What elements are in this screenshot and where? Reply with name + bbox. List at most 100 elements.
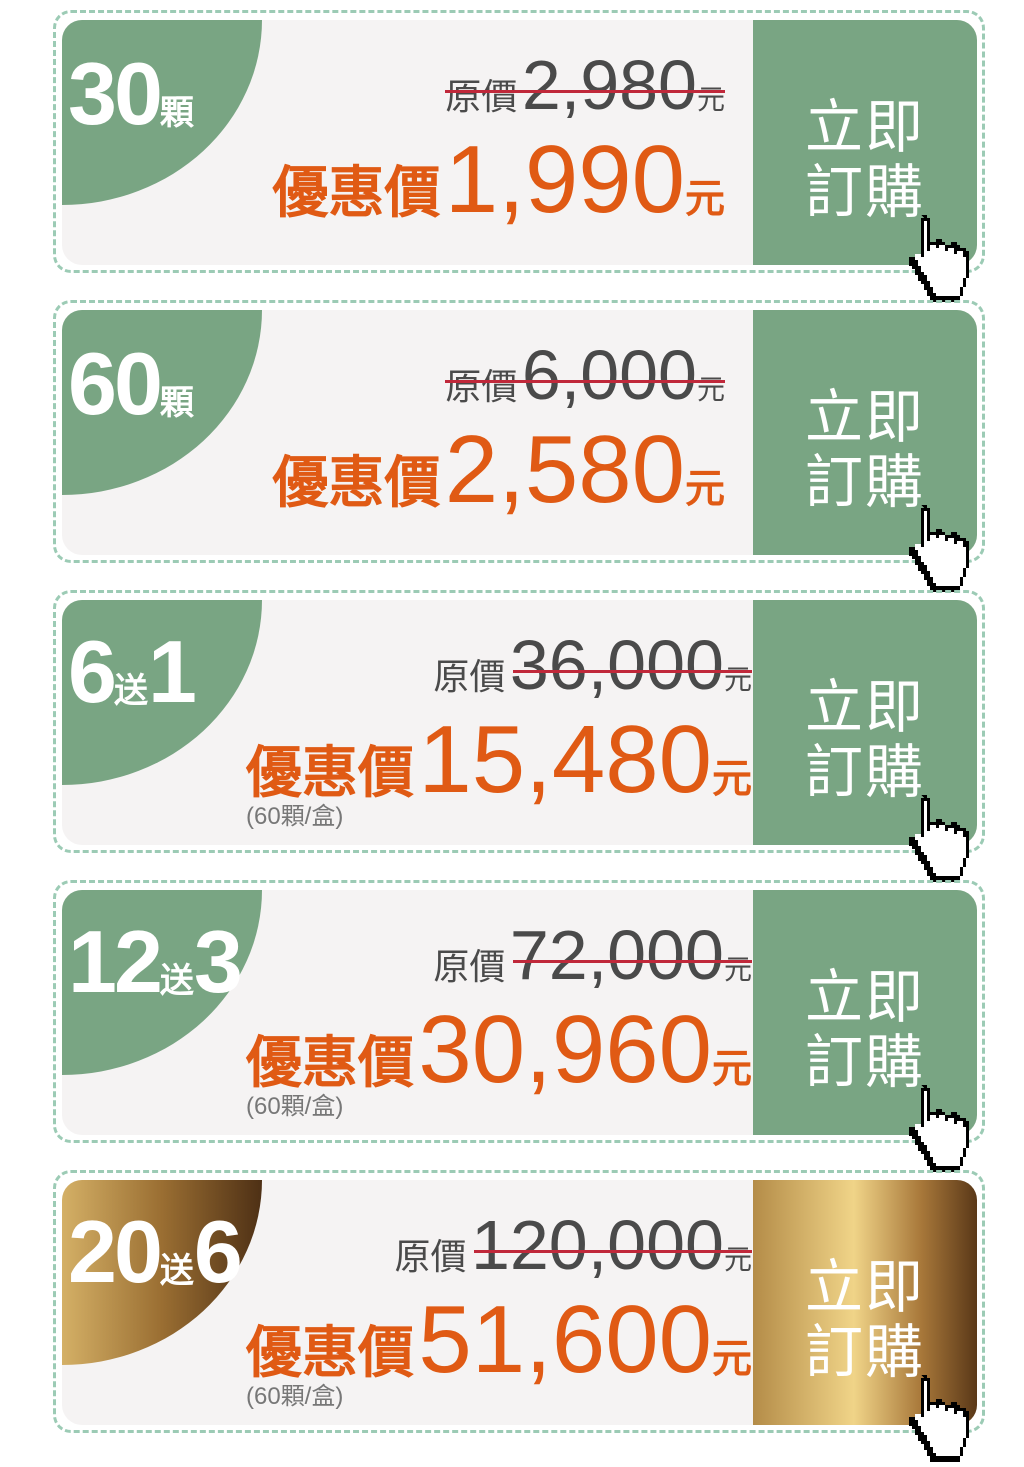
sale-price-label: 優惠價 [245,1031,414,1094]
original-price-value: 36,000 [509,626,724,704]
sale-price-label: 優惠價 [245,1321,414,1384]
button-line-2: 訂購 [804,1320,925,1385]
card-body: 20送6 原價 120,000元 優惠價 51,600元 (60顆/盒) 立即 … [62,1180,977,1425]
sale-price-value: 15,480 [418,706,712,813]
sale-price-unit: 元 [712,757,752,801]
sale-price: 優惠價 30,960元 [246,1002,752,1099]
card-body: 30顆 原價 2,980元 優惠價 1,990元 立即 訂購 [62,20,977,265]
hand-pointer-icon [903,1082,987,1175]
quantity: 20 [68,1202,163,1301]
quantity: 60 [68,334,163,433]
button-line-1: 立即 [804,385,925,450]
dashed-border [53,590,985,853]
bonus-quantity: 3 [193,912,243,1011]
button-line-1: 立即 [804,675,925,740]
offer-card: 20送6 原價 120,000元 優惠價 51,600元 (60顆/盒) 立即 … [0,1160,1024,1465]
quantity-unit: 顆 [159,94,194,132]
button-line-1: 立即 [804,1255,925,1320]
sale-price-value: 2,580 [444,416,685,523]
quantity-unit: 送 [113,672,148,710]
order-now-button[interactable]: 立即 訂購 [753,20,977,265]
dashed-border [53,10,985,273]
sale-price: 優惠價 15,480元 [246,712,752,809]
original-price-unit: 元 [723,664,752,695]
order-now-button[interactable]: 立即 訂購 [753,1180,977,1425]
offer-card: 60顆 原價 6,000元 優惠價 2,580元 立即 訂購 [0,290,1024,595]
original-price-unit: 元 [696,374,725,405]
order-now-button[interactable]: 立即 訂購 [753,310,977,555]
strikethrough-line [474,1250,752,1253]
sale-price-label: 優惠價 [245,741,414,804]
strikethrough-line [445,90,725,93]
button-line-2: 訂購 [804,740,925,805]
sale-price-value: 51,600 [418,1286,712,1393]
sale-price-unit: 元 [712,1337,752,1381]
sale-price-value: 30,960 [418,996,712,1103]
original-price-unit: 元 [723,1244,752,1275]
sale-price-value: 1,990 [444,126,685,233]
strikethrough-line [513,960,752,963]
quantity-unit: 顆 [159,384,194,422]
original-price: 原價 72,000元 [433,920,752,990]
box-note: (60顆/盒) [246,1093,344,1120]
quantity: 12 [68,912,163,1011]
original-price-label: 原價 [433,946,506,987]
quantity-badge: 60顆 [62,310,262,495]
dashed-border [53,880,985,1143]
hand-pointer-icon [903,792,987,885]
original-price-unit: 元 [723,954,752,985]
sale-price: 優惠價 51,600元 [246,1292,752,1389]
bonus-quantity: 6 [193,1202,243,1301]
quantity-badge: 30顆 [62,20,262,205]
hand-pointer-icon [903,1372,987,1465]
original-price-value: 72,000 [509,916,724,994]
original-price-value: 120,000 [470,1206,724,1284]
original-price: 原價 36,000元 [433,630,752,700]
button-line-2: 訂購 [804,160,925,225]
sale-price-unit: 元 [685,467,725,511]
quantity-badge: 6送1 [62,600,262,785]
button-line-1: 立即 [804,95,925,160]
hand-pointer-icon [903,212,987,305]
box-note: (60顆/盒) [246,803,344,830]
quantity-badge: 12送3 [62,890,262,1075]
strikethrough-line [513,670,752,673]
strikethrough-line [445,380,725,383]
button-line-1: 立即 [804,965,925,1030]
original-price-label: 原價 [445,76,518,117]
hand-pointer-icon [903,502,987,595]
quantity: 6 [68,622,117,721]
original-price-value: 2,980 [521,46,697,124]
dashed-border [53,300,985,563]
card-body: 60顆 原價 6,000元 優惠價 2,580元 立即 訂購 [62,310,977,555]
offer-card: 6送1 原價 36,000元 優惠價 15,480元 (60顆/盒) 立即 訂購 [0,580,1024,885]
sale-price-label: 優惠價 [272,451,441,514]
original-price-label: 原價 [445,366,518,407]
box-note: (60顆/盒) [246,1383,344,1410]
original-price-value: 6,000 [521,336,697,414]
quantity: 30 [68,44,163,143]
offer-card: 30顆 原價 2,980元 優惠價 1,990元 立即 訂購 [0,0,1024,305]
card-body: 12送3 原價 72,000元 優惠價 30,960元 (60顆/盒) 立即 訂… [62,890,977,1135]
quantity-unit: 送 [159,1252,194,1290]
original-price: 原價 6,000元 [445,340,725,410]
sale-price: 優惠價 1,990元 [272,132,725,229]
card-body: 6送1 原價 36,000元 優惠價 15,480元 (60顆/盒) 立即 訂購 [62,600,977,845]
original-price: 原價 2,980元 [445,50,725,120]
original-price-label: 原價 [394,1236,467,1277]
quantity-badge: 20送6 [62,1180,262,1365]
original-price-label: 原價 [433,656,506,697]
sale-price-unit: 元 [712,1047,752,1091]
original-price: 原價 120,000元 [394,1210,752,1280]
quantity-unit: 送 [159,962,194,1000]
original-price-unit: 元 [696,84,725,115]
sale-price: 優惠價 2,580元 [272,422,725,519]
button-line-2: 訂購 [804,450,925,515]
sale-price-unit: 元 [685,177,725,221]
button-line-2: 訂購 [804,1030,925,1095]
order-now-button[interactable]: 立即 訂購 [753,890,977,1135]
offer-card: 12送3 原價 72,000元 優惠價 30,960元 (60顆/盒) 立即 訂… [0,870,1024,1175]
order-now-button[interactable]: 立即 訂購 [753,600,977,845]
dashed-border [53,1170,985,1433]
sale-price-label: 優惠價 [272,161,441,224]
